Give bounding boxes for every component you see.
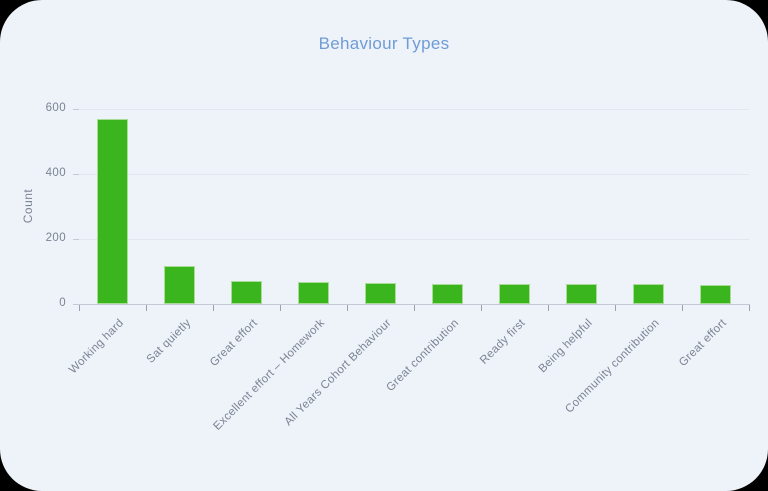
x-axis-tick [548, 305, 549, 311]
bar [432, 284, 463, 304]
x-tick-label: Ready first [478, 317, 528, 367]
bar [298, 282, 329, 304]
y-tick-label: 400 [45, 167, 66, 179]
x-axis-tick [79, 305, 80, 311]
x-tick-label: Great effort [207, 317, 260, 370]
x-axis-tick [414, 305, 415, 311]
y-axis-tick [73, 239, 79, 240]
bar [566, 284, 597, 304]
x-tick-label: Working hard [66, 317, 126, 377]
x-tick-label: Great effort [676, 317, 729, 370]
x-axis-tick [347, 305, 348, 311]
y-tick-label: 200 [45, 232, 66, 244]
x-tick-label: Great contribution [384, 317, 461, 394]
bar [164, 266, 195, 304]
x-axis-tick [682, 305, 683, 311]
bar [499, 284, 530, 304]
x-axis-tick [213, 305, 214, 311]
y-axis-tick [73, 304, 79, 305]
chart-title: Behaviour Types [318, 34, 450, 53]
bar [700, 285, 731, 304]
y-tick-label: 600 [45, 102, 66, 114]
grid-line [79, 109, 749, 110]
x-axis-tick [749, 305, 750, 311]
bar [97, 119, 128, 304]
bar [633, 284, 664, 304]
x-axis-tick [146, 305, 147, 311]
x-tick-label: Excellent effort – Homework [211, 317, 327, 433]
grid-line [79, 174, 749, 175]
grid-line [79, 239, 749, 240]
y-tick-label: 0 [59, 297, 66, 309]
y-axis-title: Count [21, 188, 35, 224]
bar [231, 281, 262, 304]
x-axis-tick [481, 305, 482, 311]
y-axis-tick [73, 174, 79, 175]
x-tick-label: All Years Cohort Behaviour [282, 317, 394, 429]
x-axis-tick [280, 305, 281, 311]
x-tick-label: Being helpful [536, 317, 595, 376]
x-tick-label: Sat quietly [144, 317, 193, 366]
x-axis-tick [615, 305, 616, 311]
y-axis-tick [73, 109, 79, 110]
x-axis-line [79, 304, 750, 305]
bar [365, 283, 396, 304]
